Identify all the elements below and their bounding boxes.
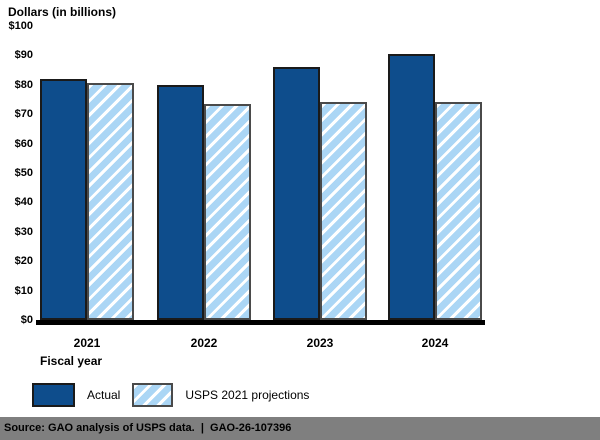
x-axis-tick-labels: 2021 2022 2023 2024	[38, 336, 485, 350]
y-tick-label: $70	[14, 108, 33, 121]
y-axis-title: Dollars (in billions)	[8, 5, 117, 19]
legend: Actual USPS 2021 projections	[32, 382, 309, 408]
legend-swatch-actual-solid	[32, 383, 75, 407]
legend-item-actual: Actual	[32, 383, 120, 407]
source-bar: Source: GAO analysis of USPS data. | GAO…	[0, 417, 600, 440]
y-tick-label: $10	[14, 284, 33, 297]
legend-swatch-projections-hatched	[132, 383, 174, 407]
legend-label-projections: USPS 2021 projections	[185, 388, 310, 402]
bar-projection-2022	[204, 104, 251, 320]
y-tick-label: $30	[14, 225, 33, 238]
bar-projection-2023	[320, 102, 367, 320]
x-tick-label-2022: 2022	[190, 336, 218, 350]
x-tick-label-2024: 2024	[421, 336, 449, 350]
y-tick-label: $20	[14, 255, 33, 268]
y-tick-label: $0	[20, 314, 33, 326]
x-axis-line	[36, 320, 485, 325]
bar-actual-2024	[388, 54, 435, 320]
bar-actual-2021	[40, 79, 87, 320]
x-tick-label-2023: 2023	[306, 336, 334, 350]
x-tick-label-2021: 2021	[73, 336, 101, 350]
x-axis-title: Fiscal year	[40, 354, 103, 368]
legend-label-actual: Actual	[87, 388, 121, 402]
y-axis-tick-labels: $100 $90 $80 $70 $60 $50 $40 $30 $20 $10 $0	[0, 20, 33, 326]
bar-projection-2021	[87, 83, 134, 320]
y-tick-label: $50	[14, 167, 33, 179]
y-tick-label: $60	[14, 137, 33, 150]
bar-actual-2022	[157, 85, 204, 320]
y-tick-label: $100	[8, 20, 33, 32]
bar-projection-2024	[435, 102, 482, 320]
bar-actual-2023	[273, 67, 320, 320]
y-tick-label: $90	[14, 49, 33, 62]
y-tick-label: $80	[14, 78, 33, 91]
plot-area	[38, 26, 485, 320]
legend-item-projections: USPS 2021 projections	[132, 383, 309, 407]
y-tick-label: $40	[14, 196, 33, 209]
